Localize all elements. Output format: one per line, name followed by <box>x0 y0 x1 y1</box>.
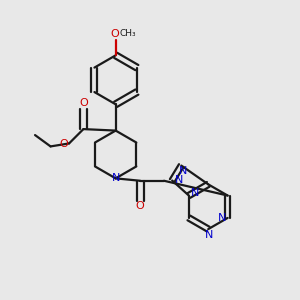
Text: O: O <box>110 29 119 39</box>
Text: N: N <box>218 213 226 223</box>
Text: N: N <box>190 188 199 198</box>
Text: O: O <box>136 201 145 212</box>
Text: N: N <box>112 173 120 183</box>
Text: CH₃: CH₃ <box>119 29 136 38</box>
Text: O: O <box>59 139 68 149</box>
Text: N: N <box>178 166 187 176</box>
Text: N: N <box>205 230 213 239</box>
Text: N: N <box>175 175 183 185</box>
Text: O: O <box>79 98 88 108</box>
